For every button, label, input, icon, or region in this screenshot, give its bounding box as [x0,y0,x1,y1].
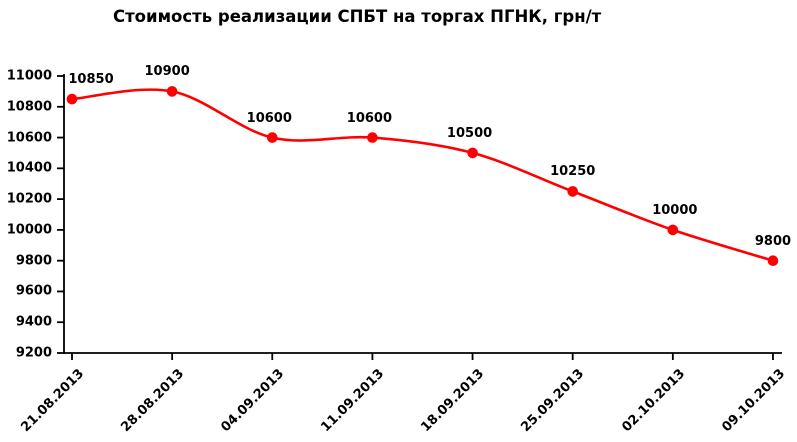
data-point-marker [267,132,278,143]
data-label: 10500 [446,125,493,141]
y-axis-label: 11000 [6,68,52,84]
y-axis-label: 10000 [6,222,52,238]
data-label: 10600 [346,110,393,126]
data-label: 9800 [754,233,792,249]
data-label: 10900 [144,64,190,80]
data-label: 10850 [68,72,114,88]
line-series [70,88,775,262]
y-axis-label: 10200 [6,191,52,207]
data-point-marker [767,255,779,266]
y-axis-label: 10400 [6,160,52,176]
data-label: 10000 [652,202,698,218]
data-point-marker [166,86,178,97]
data-point-marker [66,93,78,105]
y-axis-label: 9200 [15,345,52,361]
data-point-marker [467,147,478,159]
data-label: 10600 [246,110,292,126]
data-point-marker [567,186,578,197]
y-axis-label: 10600 [6,130,52,146]
data-point-marker [367,132,378,143]
y-axis-label: 9400 [15,314,52,330]
y-axis-label: 9800 [15,253,52,269]
y-axis-label: 10800 [6,99,52,115]
y-axis-label: 9600 [15,283,52,299]
chart-title: Стоимость реализации СПБТ на торгах ПГНК… [113,7,602,26]
data-label: 10250 [550,164,596,180]
data-point-marker [667,224,679,236]
